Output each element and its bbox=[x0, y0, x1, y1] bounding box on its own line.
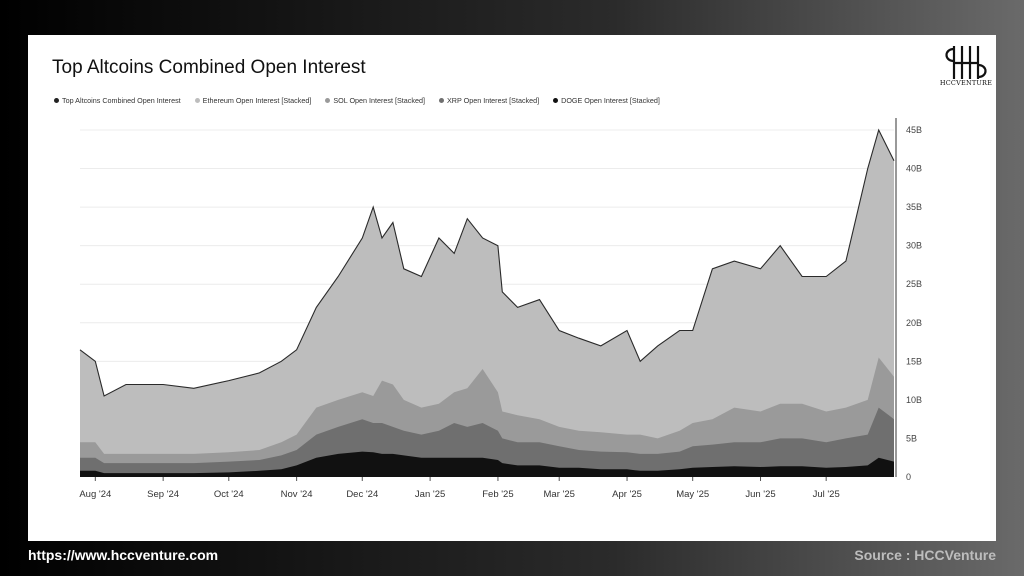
legend-label: DOGE Open Interest [Stacked] bbox=[561, 96, 660, 105]
legend-dot bbox=[438, 98, 444, 103]
y-tick-label: 10B bbox=[906, 395, 922, 405]
x-tick-label: Jan '25 bbox=[415, 489, 445, 500]
x-tick-label: Apr '25 bbox=[612, 489, 642, 500]
legend-dot bbox=[54, 98, 59, 103]
area-series-3 bbox=[80, 130, 894, 477]
legend-label: SOL Open Interest [Stacked] bbox=[333, 96, 425, 105]
x-tick-label: May '25 bbox=[676, 489, 709, 500]
y-tick-label: 45B bbox=[906, 125, 922, 135]
chart-legend: Top Altcoins Combined Open Interest Ethe… bbox=[54, 96, 660, 105]
footer-url[interactable]: https://www.hccventure.com bbox=[28, 547, 219, 563]
legend-dot bbox=[553, 98, 559, 103]
x-tick-label: Jul '25 bbox=[813, 489, 840, 500]
logo-text: HCCVENTURE bbox=[939, 79, 993, 87]
legend-dot bbox=[325, 98, 331, 103]
y-tick-label: 25B bbox=[906, 279, 922, 289]
legend-item[interactable]: DOGE Open Interest [Stacked] bbox=[553, 96, 660, 105]
legend-item[interactable]: Ethereum Open Interest [Stacked] bbox=[194, 96, 312, 105]
area-series-1 bbox=[80, 407, 894, 477]
chart-plot: 0 5B 10B 15B 20B 25B 30B 35B 40B 45B Aug '24 Sep '2… bbox=[79, 118, 922, 500]
legend-label: XRP Open Interest [Stacked] bbox=[446, 96, 540, 105]
combined-line bbox=[79, 128, 895, 397]
legend-item[interactable]: XRP Open Interest [Stacked] bbox=[438, 96, 540, 105]
y-tick-label: 5B bbox=[906, 433, 917, 443]
area-series-0 bbox=[80, 451, 894, 477]
x-tick-label: Dec '24 bbox=[346, 489, 378, 500]
y-tick-label: 0 bbox=[906, 472, 911, 482]
x-tick-label: Oct '24 bbox=[214, 489, 244, 500]
hccventure-logo bbox=[940, 43, 992, 93]
x-tick-label: Nov '24 bbox=[281, 489, 313, 500]
legend-dot bbox=[194, 98, 200, 103]
legend-label: Top Altcoins Combined Open Interest bbox=[62, 96, 181, 105]
legend-item[interactable]: SOL Open Interest [Stacked] bbox=[325, 96, 425, 105]
legend-label: Ethereum Open Interest [Stacked] bbox=[202, 96, 312, 105]
legend-item[interactable]: Top Altcoins Combined Open Interest bbox=[54, 96, 181, 105]
y-tick-label: 40B bbox=[906, 164, 922, 174]
x-tick-label: Aug '24 bbox=[79, 489, 111, 500]
x-tick-label: Jun '25 bbox=[745, 489, 775, 500]
y-tick-label: 20B bbox=[906, 318, 922, 328]
chart-title: Top Altcoins Combined Open Interest bbox=[52, 57, 366, 78]
footer-source: Source : HCCVenture bbox=[854, 547, 996, 563]
x-tick-label: Sep '24 bbox=[147, 489, 179, 500]
y-tick-label: 35B bbox=[906, 202, 922, 212]
x-tick-label: Feb '25 bbox=[482, 489, 513, 500]
chart-card: Top Altcoins Combined Open Interest HCCV… bbox=[28, 35, 996, 541]
x-tick-label: Mar '25 bbox=[544, 489, 575, 500]
y-tick-label: 30B bbox=[906, 241, 922, 251]
y-tick-label: 15B bbox=[906, 356, 922, 366]
